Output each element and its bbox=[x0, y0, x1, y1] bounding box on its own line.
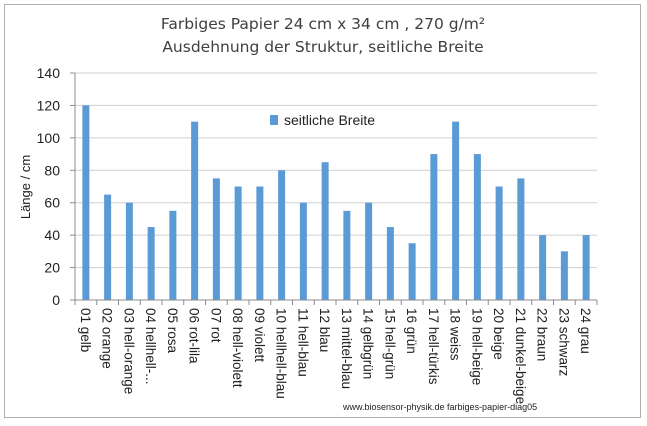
x-category-label: 08 hell-violett bbox=[230, 308, 245, 388]
x-category-label: 09 violett bbox=[252, 308, 267, 362]
bar bbox=[386, 227, 394, 300]
bar bbox=[191, 121, 199, 301]
x-category-label: 04 hellhell-... bbox=[143, 308, 158, 385]
bar bbox=[560, 251, 568, 300]
x-category-label: 17 hell-türkis bbox=[426, 308, 441, 385]
bar bbox=[169, 210, 177, 300]
y-tick-label: 20 bbox=[44, 260, 60, 276]
y-tick-label: 80 bbox=[44, 162, 60, 178]
y-tick-label: 100 bbox=[37, 130, 61, 146]
bar bbox=[582, 235, 590, 300]
bar bbox=[125, 202, 133, 300]
x-category-label: 11 hell-blau bbox=[295, 308, 310, 377]
bar bbox=[539, 235, 547, 300]
bar bbox=[495, 186, 503, 300]
bar bbox=[473, 154, 481, 300]
legend: seitliche Breite bbox=[270, 112, 375, 128]
chart-subtitle: Ausdehnung der Struktur, seitliche Breit… bbox=[162, 38, 483, 56]
axes bbox=[70, 72, 598, 305]
x-category-labels: 01 gelb 02 orange 03 hell-orange 04 hellhel… bbox=[78, 308, 593, 404]
y-tick-label: 0 bbox=[52, 292, 60, 308]
bar bbox=[278, 170, 286, 300]
y-tick-label: 40 bbox=[44, 227, 60, 243]
legend-label: seitliche Breite bbox=[284, 112, 375, 128]
x-category-label: 02 orange bbox=[100, 308, 115, 369]
x-category-label: 10 hellhell-blau bbox=[274, 308, 289, 399]
y-tick-label: 60 bbox=[44, 195, 60, 211]
x-category-label: 14 gelbgrün bbox=[361, 308, 376, 379]
bar bbox=[452, 121, 460, 301]
source-footer: www.biosensor-physik.de farbiges-papier-… bbox=[342, 402, 537, 412]
bars bbox=[82, 105, 590, 301]
bar bbox=[212, 178, 220, 300]
x-category-label: 23 schwarz bbox=[556, 308, 571, 377]
bar bbox=[104, 194, 112, 300]
bar bbox=[147, 227, 155, 300]
x-category-label: 16 grün bbox=[404, 308, 419, 354]
x-category-label: 15 hell-grün bbox=[382, 308, 397, 379]
bar bbox=[256, 186, 264, 300]
bar bbox=[234, 186, 242, 300]
bar bbox=[365, 202, 373, 300]
x-category-label: 07 rot bbox=[208, 308, 223, 343]
bar bbox=[82, 105, 90, 300]
bar bbox=[408, 243, 416, 300]
x-category-label: 03 hell-orange bbox=[121, 308, 136, 394]
y-tick-labels: 0 20 40 60 80 100 120 140 bbox=[37, 65, 61, 308]
x-category-label: 12 blau bbox=[317, 308, 332, 352]
x-category-label: 06 rot-lila bbox=[187, 308, 202, 364]
bar bbox=[517, 178, 525, 300]
y-tick-label: 120 bbox=[37, 97, 61, 113]
x-category-label: 18 weiss bbox=[448, 308, 463, 361]
x-category-label: 24 grau bbox=[578, 308, 593, 354]
x-category-label: 19 hell-beige bbox=[469, 308, 484, 385]
x-category-label: 05 rosa bbox=[165, 308, 180, 354]
bar bbox=[430, 154, 438, 300]
x-category-label: 20 beige bbox=[491, 308, 506, 360]
y-tick-label: 140 bbox=[37, 65, 61, 81]
bar bbox=[343, 210, 351, 300]
x-category-label: 01 gelb bbox=[78, 308, 93, 352]
bar bbox=[299, 202, 307, 300]
x-category-label: 22 braun bbox=[535, 308, 550, 361]
gridlines bbox=[75, 72, 597, 269]
x-category-label: 21 dunkel-beige bbox=[513, 308, 528, 404]
chart-title: Farbiges Papier 24 cm x 34 cm , 270 g/m² bbox=[161, 15, 485, 33]
y-axis-label: Länge / cm bbox=[18, 155, 33, 219]
bar bbox=[321, 162, 329, 300]
legend-swatch bbox=[270, 115, 278, 125]
x-category-label: 13 mittel-blau bbox=[339, 308, 354, 389]
